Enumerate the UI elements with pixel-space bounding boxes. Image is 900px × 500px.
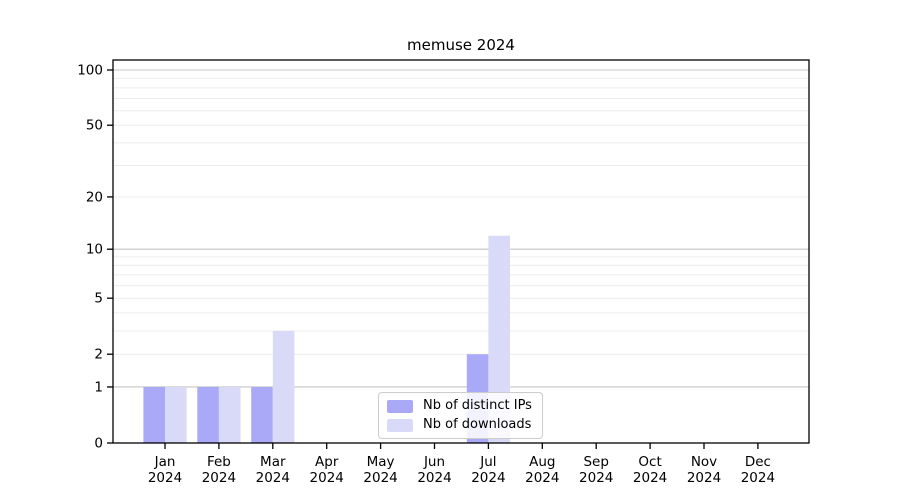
bar	[218, 386, 241, 443]
x-tick-label-month: Jul	[479, 454, 496, 470]
bar	[197, 386, 219, 443]
x-tick-label-year: 2024	[687, 470, 721, 486]
x-tick-label-year: 2024	[363, 470, 397, 486]
x-tick-label-year: 2024	[256, 470, 290, 486]
legend-box: Nb of distinct IPs Nb of downloads	[378, 392, 543, 439]
bar	[488, 235, 510, 443]
x-tick-label-year: 2024	[417, 470, 451, 486]
x-tick-label-month: Sep	[583, 454, 608, 470]
x-tick-label-year: 2024	[633, 470, 667, 486]
x-tick-label-month: Jan	[154, 454, 176, 470]
legend-label-downloads: Nb of downloads	[423, 417, 532, 432]
legend-entry-downloads: Nb of downloads	[387, 417, 532, 433]
x-tick-label-year: 2024	[471, 470, 505, 486]
x-tick-label-month: Aug	[529, 454, 555, 470]
x-tick-label-month: Apr	[315, 454, 339, 470]
x-tick-label-month: Jun	[423, 454, 445, 470]
x-tick-label-month: Nov	[691, 454, 717, 470]
y-tick-label: 20	[86, 189, 103, 205]
x-tick-label-month: Dec	[745, 454, 771, 470]
bar	[165, 386, 187, 443]
x-tick-label-year: 2024	[310, 470, 344, 486]
x-tick-label-year: 2024	[148, 470, 182, 486]
x-tick-label-month: Oct	[638, 454, 661, 470]
y-tick-label: 10	[86, 242, 103, 258]
y-tick-label: 1	[94, 379, 103, 395]
bar	[143, 386, 165, 443]
x-tick-label-year: 2024	[525, 470, 559, 486]
y-tick-label: 0	[94, 436, 103, 452]
legend-swatch-downloads-icon	[387, 418, 413, 432]
y-tick-label: 100	[77, 63, 103, 79]
y-tick-label: 5	[94, 291, 103, 307]
y-tick-label: 2	[94, 347, 103, 363]
x-tick-label-month: Feb	[207, 454, 231, 470]
x-tick-label-month: Mar	[260, 454, 286, 470]
x-tick-label-year: 2024	[202, 470, 236, 486]
legend-swatch-distinct-ips-icon	[387, 399, 413, 413]
legend-label-distinct-ips: Nb of distinct IPs	[423, 398, 532, 413]
legend-entry-distinct-ips: Nb of distinct IPs	[387, 398, 532, 414]
chart-title: memuse 2024	[407, 36, 515, 54]
x-tick-label-year: 2024	[741, 470, 775, 486]
bar	[251, 386, 273, 443]
bar	[272, 330, 295, 443]
x-tick-label-year: 2024	[579, 470, 613, 486]
x-tick-label-month: May	[367, 454, 395, 470]
y-tick-label: 50	[86, 118, 103, 134]
plot-border	[112, 59, 810, 444]
